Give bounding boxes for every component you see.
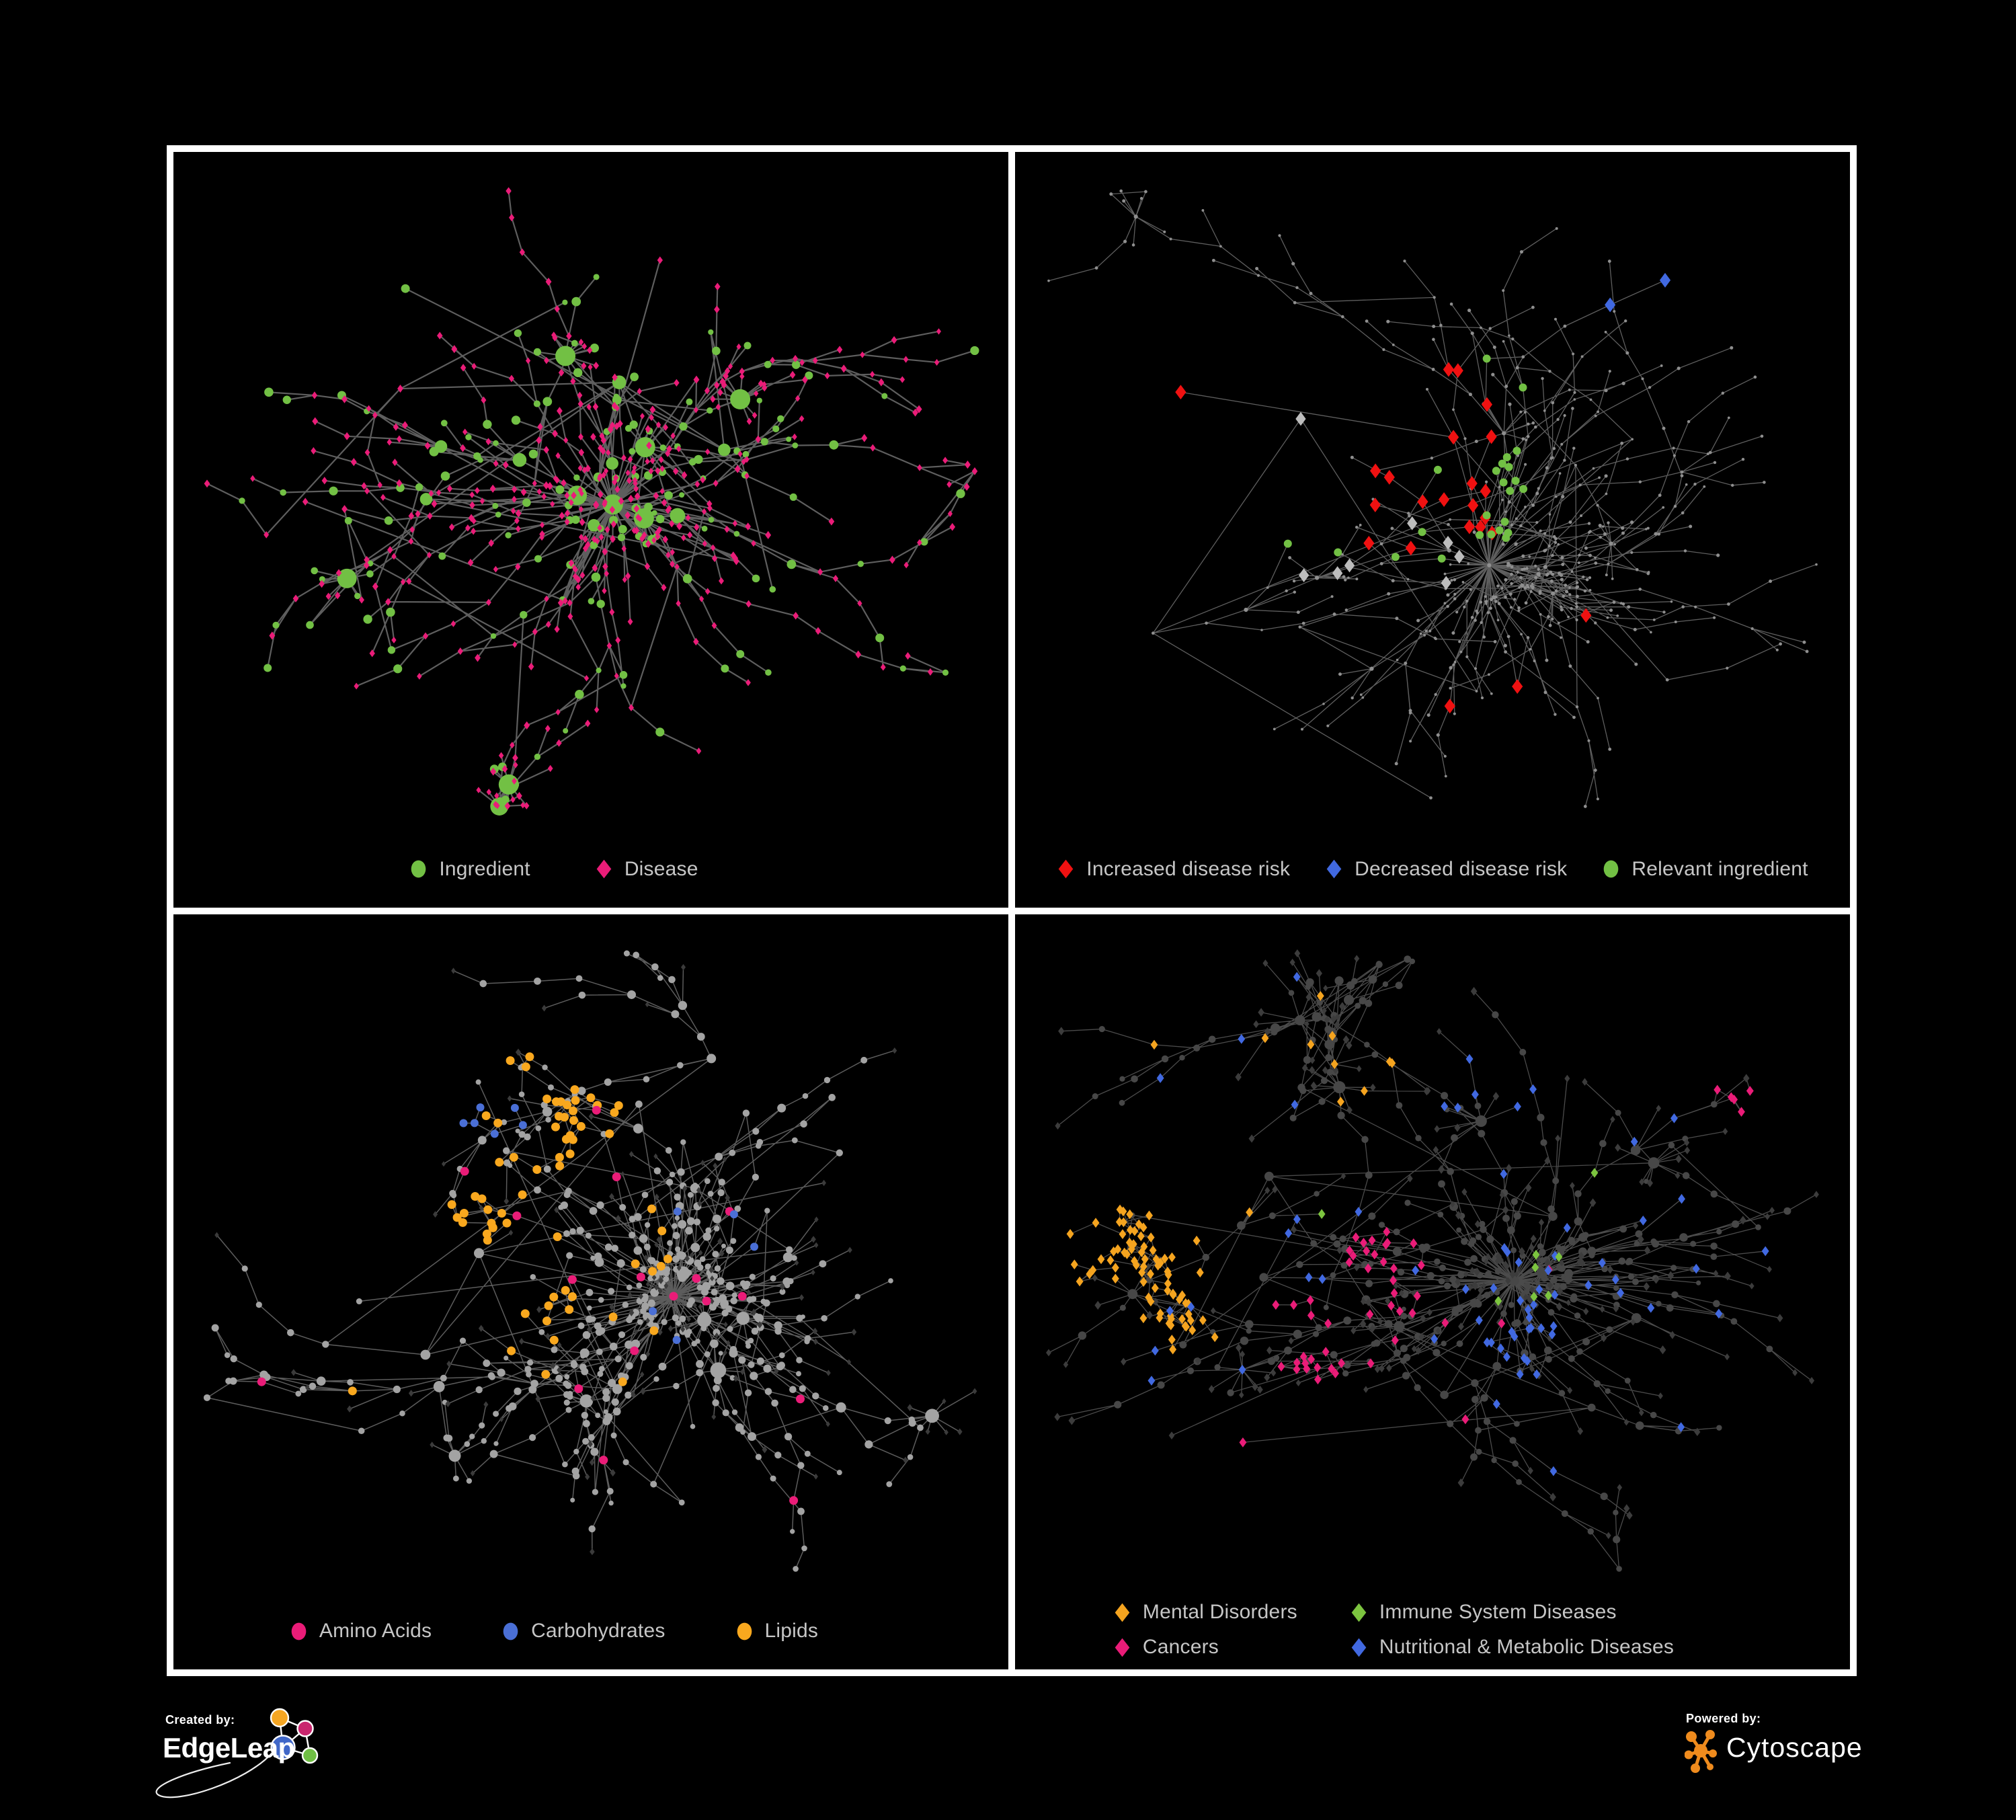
legend-item-ingredient: Ingredient	[409, 858, 530, 881]
diamond-marker-icon	[1326, 859, 1342, 879]
legend-label: Immune System Diseases	[1379, 1601, 1617, 1623]
edgeleap-wordmark: EdgeLeap	[163, 1732, 295, 1764]
diamond-marker-icon	[596, 859, 612, 879]
legend-label: Lipids	[764, 1620, 819, 1642]
figure-grid: Ingredient Disease Increased disease risk…	[167, 145, 1857, 1676]
legend-label: Mental Disorders	[1142, 1601, 1297, 1623]
diamond-marker-icon	[1058, 859, 1074, 879]
legend-label: Increased disease risk	[1086, 857, 1291, 880]
legend-item-decreased-disease-risk: Decreased disease risk	[1325, 858, 1567, 881]
legend-item-carbohydrates: Carbohydrates	[501, 1620, 665, 1643]
legend-nutrient-classes: Amino Acids Carbohydrates Lipids	[173, 1620, 971, 1643]
legend-item-nutritional-metabolic-diseases: Nutritional & Metabolic Diseases	[1350, 1636, 1674, 1659]
circle-marker-icon	[411, 860, 426, 878]
powered-by-label: Powered by:	[1686, 1712, 1761, 1725]
legend-ingredient-disease: Ingredient Disease	[173, 858, 971, 881]
panel-disease-categories: Mental Disorders Immune System Diseases Ca…	[1015, 914, 1850, 1669]
legend-label: Cancers	[1142, 1636, 1219, 1658]
circle-marker-icon	[503, 1622, 518, 1640]
legend-item-mental-disorders: Mental Disorders	[1113, 1601, 1297, 1624]
legend-item-lipids: Lipids	[735, 1620, 819, 1643]
legend-item-increased-disease-risk: Increased disease risk	[1057, 858, 1290, 881]
legend-label: Ingredient	[439, 857, 530, 880]
legend-disease-categories: Mental Disorders Immune System Diseases Ca…	[1015, 1601, 1811, 1659]
diamond-marker-icon	[1115, 1638, 1130, 1657]
network-nutrient-classes	[203, 950, 977, 1572]
circle-marker-icon	[1604, 860, 1619, 878]
circle-marker-icon	[291, 1622, 307, 1640]
cytoscape-credit: Powered by: Cytoscape	[1679, 1708, 1881, 1802]
legend-item-cancers: Cancers	[1113, 1636, 1297, 1659]
panel-disease-risk: Increased disease risk Decreased disease …	[1015, 152, 1850, 908]
cytoscape-logo-icon	[1685, 1730, 1717, 1773]
legend-label: Amino Acids	[319, 1620, 432, 1642]
legend-label: Relevant ingredient	[1631, 857, 1808, 880]
network-disease-categories	[1046, 949, 1819, 1572]
legend-label: Nutritional & Metabolic Diseases	[1379, 1636, 1675, 1658]
edgeleap-credit: Created by: EdgeLeap	[134, 1705, 370, 1819]
legend-item-relevant-ingredient: Relevant ingredient	[1602, 858, 1808, 881]
diamond-marker-icon	[1351, 1603, 1367, 1622]
legend-item-disease: Disease	[595, 858, 698, 881]
legend-item-amino-acids: Amino Acids	[290, 1620, 432, 1643]
cytoscape-wordmark: Cytoscape	[1726, 1732, 1863, 1763]
panel-ingredient-disease: Ingredient Disease	[173, 152, 1008, 908]
legend-label: Decreased disease risk	[1355, 857, 1568, 880]
network-disease-risk	[1047, 189, 1818, 808]
created-by-label: Created by:	[165, 1713, 235, 1727]
legend-item-immune-system-diseases: Immune System Diseases	[1350, 1601, 1674, 1624]
circle-marker-icon	[737, 1622, 752, 1640]
legend-disease-risk: Increased disease risk Decreased disease …	[1015, 858, 1850, 881]
diamond-marker-icon	[1115, 1603, 1130, 1622]
diamond-marker-icon	[1351, 1638, 1367, 1657]
panel-nutrient-classes: Amino Acids Carbohydrates Lipids	[173, 914, 1008, 1669]
legend-label: Carbohydrates	[531, 1620, 666, 1642]
network-ingredient-disease	[204, 187, 979, 816]
legend-label: Disease	[624, 857, 698, 880]
edgeleap-logo-icon	[155, 1708, 319, 1798]
